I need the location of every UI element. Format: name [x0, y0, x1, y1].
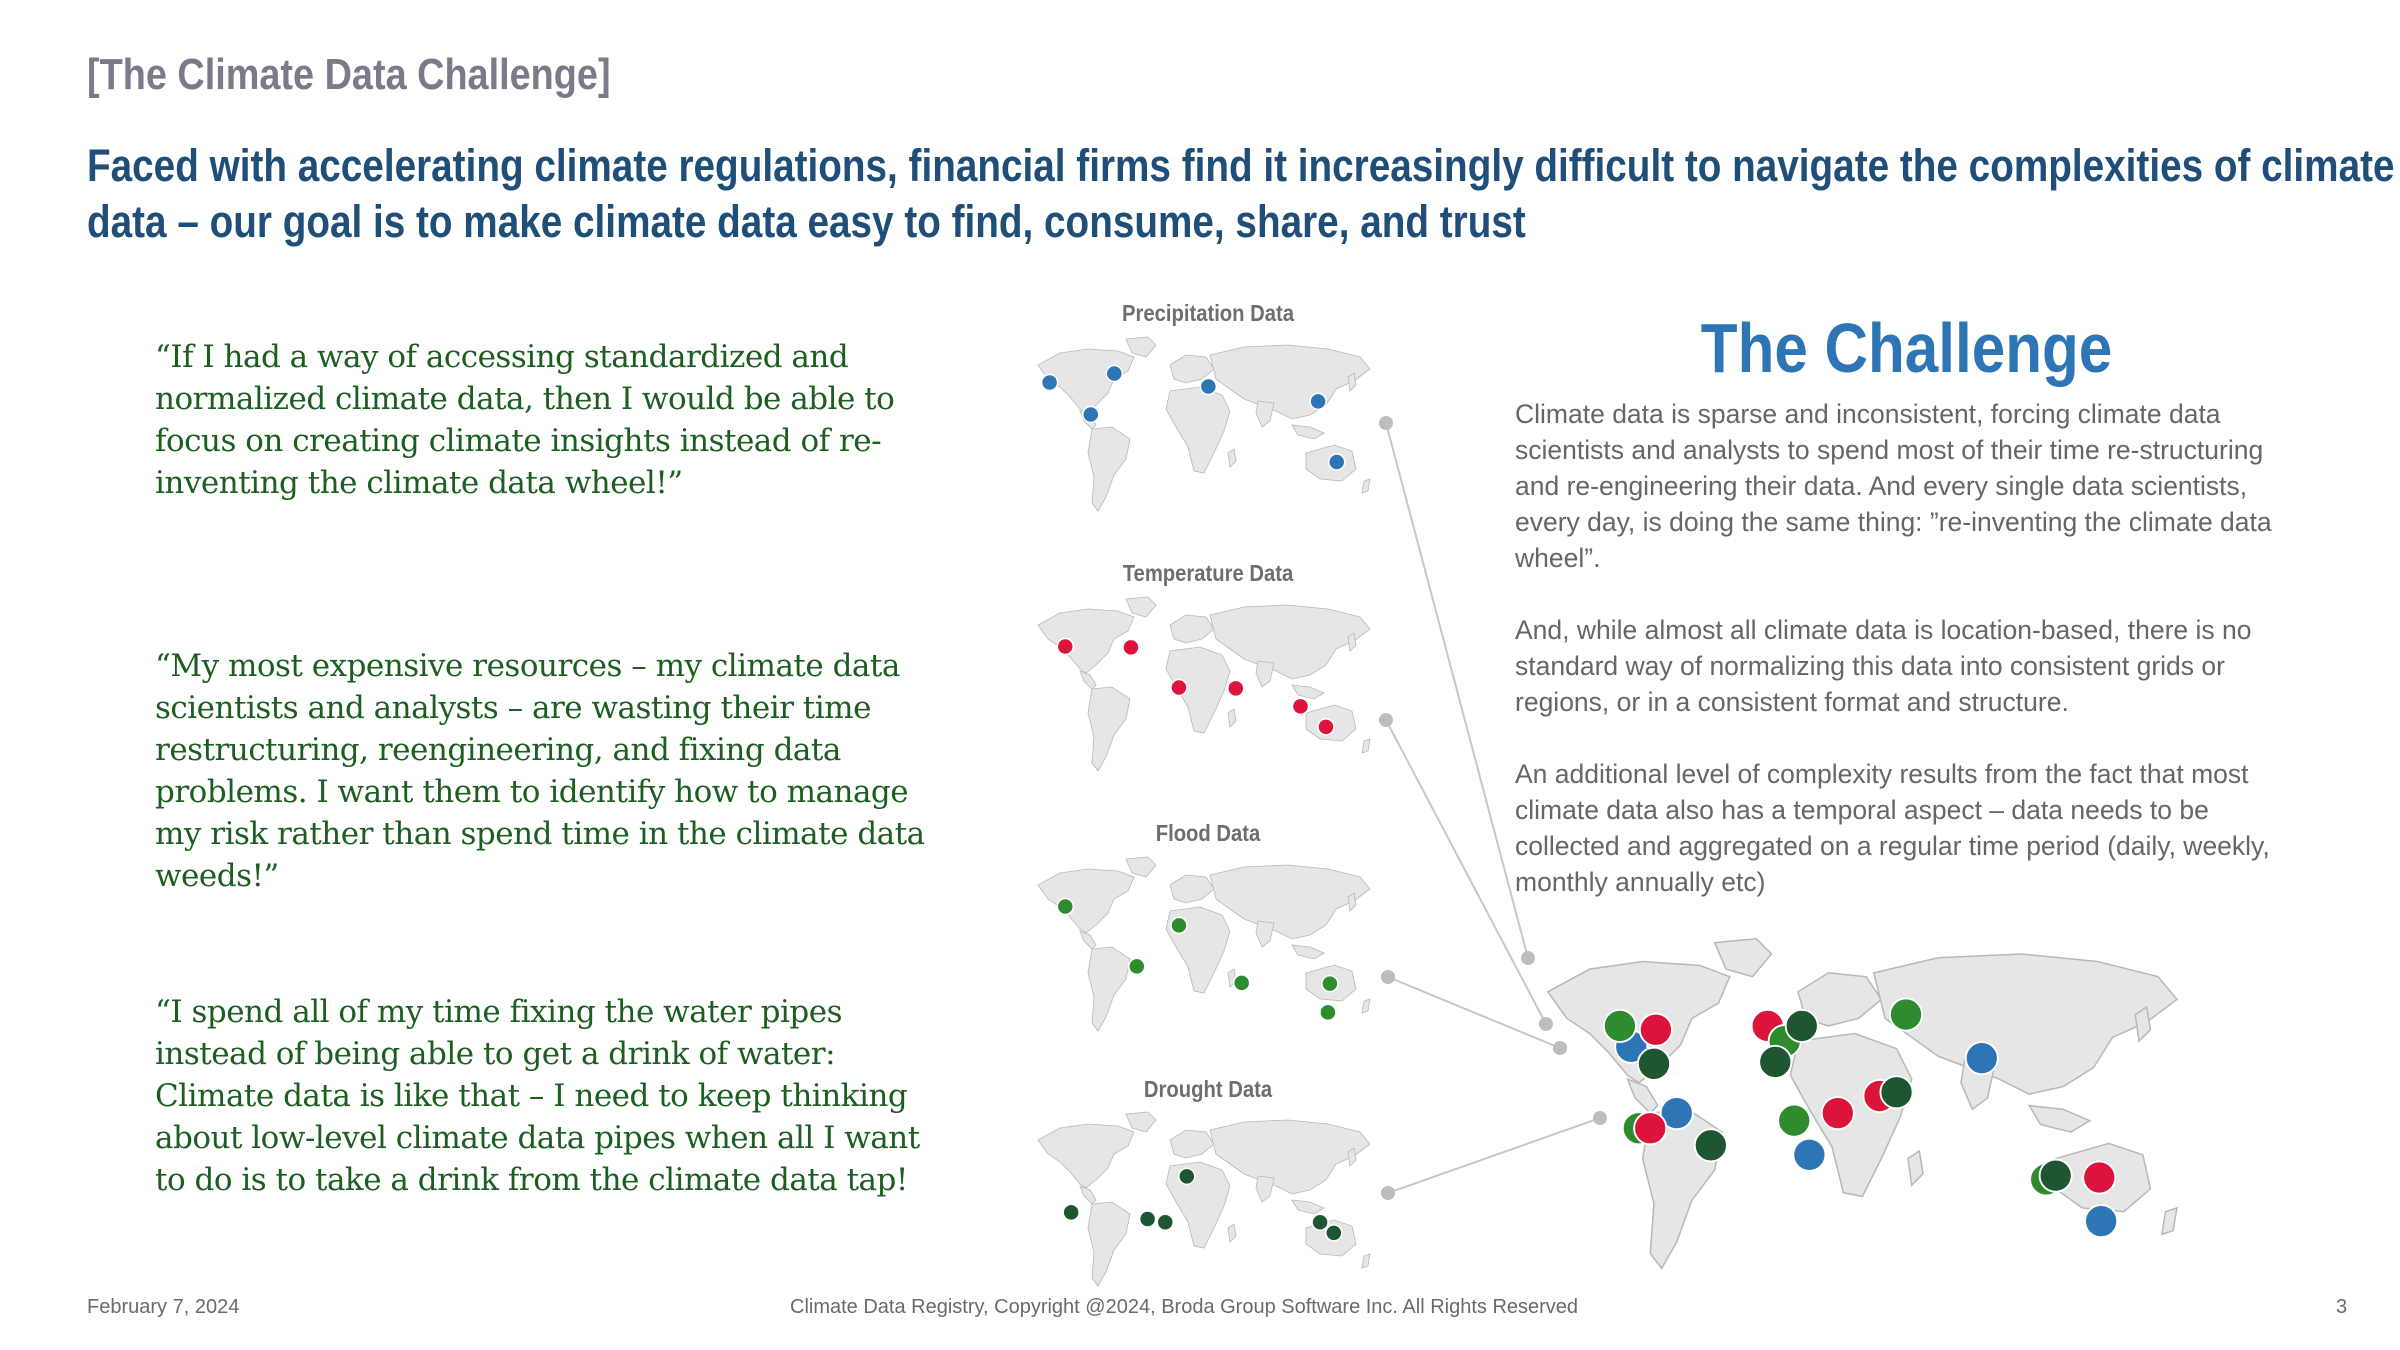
challenge-paragraph: An additional level of complexity result… [1515, 759, 2270, 897]
drought-markers [1062, 1167, 1343, 1242]
connector-dot [1521, 951, 1535, 965]
map-marker [1056, 897, 1075, 916]
map-marker [1321, 974, 1339, 993]
world-map-shape [1037, 336, 1371, 512]
footer-date: February 7, 2024 [87, 1296, 240, 1318]
map-marker [1122, 638, 1140, 657]
map-marker-drought [1693, 1128, 1728, 1163]
challenge-title: The Challenge [1700, 309, 2113, 387]
footer-copyright: Climate Data Registry, Copyright @2024, … [790, 1296, 1579, 1318]
map-marker [1082, 405, 1100, 424]
slide-headline: Faced with accelerating climate regulati… [87, 140, 2395, 247]
connector-line [1385, 719, 1547, 1025]
map-marker [1056, 637, 1075, 656]
flood-markers [1056, 897, 1339, 1022]
map-marker [1062, 1203, 1080, 1222]
map-marker-flood [1602, 1008, 1637, 1043]
drought-world-map [1037, 1111, 1371, 1287]
map-marker-temperature [1820, 1096, 1855, 1131]
map-title-drought: Drought Data [1143, 1076, 1273, 1102]
map-marker-temperature [1638, 1012, 1673, 1047]
map-marker-drought [1758, 1044, 1793, 1079]
temperature-markers [1056, 637, 1335, 736]
map-title-temperature: Temperature Data [1122, 560, 1294, 586]
map-marker [1178, 1167, 1196, 1186]
map-marker-flood [1777, 1103, 1812, 1138]
connector-line [1387, 1117, 1601, 1194]
map-marker-drought [1636, 1046, 1672, 1081]
connector-line [1385, 422, 1529, 959]
combined-world-map [1547, 938, 2178, 1270]
map-marker-precipitation [2084, 1204, 2119, 1239]
map-marker [1317, 718, 1335, 736]
map-marker [1325, 1224, 1343, 1242]
connector-dot [1379, 713, 1393, 727]
customer-quote: “If I had a way of accessing standardize… [155, 339, 895, 501]
map-marker-precipitation [1659, 1096, 1694, 1131]
map-marker [1227, 679, 1245, 698]
map-marker-drought [1879, 1075, 1914, 1110]
precipitation-markers [1040, 364, 1346, 471]
page-number: 3 [2336, 1296, 2348, 1318]
map-marker-drought [1784, 1008, 1819, 1043]
connector-dot [1539, 1017, 1553, 1031]
map-marker-drought [2038, 1158, 2073, 1193]
map-marker-temperature [1633, 1111, 1668, 1146]
temperature-world-map [1037, 596, 1371, 772]
map-marker [1040, 373, 1059, 392]
map-marker [1291, 697, 1310, 716]
map-marker [1138, 1210, 1157, 1228]
customer-quote: “I spend all of my time fixing the water… [155, 994, 920, 1198]
precipitation-world-map [1037, 336, 1371, 512]
map-title-flood: Flood Data [1155, 820, 1261, 846]
connector-dot [1381, 1186, 1395, 1200]
map-marker [1128, 957, 1146, 976]
map-title-precipitation: Precipitation Data [1121, 300, 1295, 326]
challenge-body: Climate data is sparse and inconsistent,… [1515, 396, 2275, 936]
map-marker-precipitation [1964, 1041, 1999, 1076]
connector-dot [1381, 970, 1395, 984]
map-marker [1105, 364, 1124, 383]
world-map-shape [1037, 1111, 1371, 1287]
map-marker-temperature [2082, 1160, 2117, 1195]
map-marker [1199, 377, 1218, 396]
connector-dot [1553, 1041, 1567, 1055]
customer-quote: “My most expensive resources – my climat… [155, 648, 925, 894]
map-marker [1311, 1213, 1329, 1231]
world-map-shape [1547, 938, 2178, 1270]
map-marker [1327, 453, 1346, 471]
combined-markers [1602, 997, 2119, 1239]
connector-dot [1593, 1111, 1607, 1125]
map-marker [1319, 1003, 1337, 1022]
map-marker [1309, 392, 1327, 411]
map-marker [1170, 916, 1188, 935]
map-marker [1156, 1213, 1174, 1231]
map-marker [1232, 974, 1251, 992]
connector-line [1387, 976, 1561, 1049]
challenge-paragraph: And, while almost all climate data is lo… [1515, 615, 2252, 717]
map-marker-flood [1888, 997, 1924, 1032]
challenge-paragraph: Climate data is sparse and inconsistent,… [1515, 399, 2272, 573]
map-marker [1170, 678, 1188, 697]
section-label: [The Climate Data Challenge] [87, 50, 611, 99]
connector-dot [1379, 416, 1393, 430]
world-map-shape [1037, 856, 1371, 1032]
world-map-shape [1037, 596, 1371, 772]
map-marker-precipitation [1792, 1137, 1827, 1172]
flood-world-map [1037, 856, 1371, 1032]
